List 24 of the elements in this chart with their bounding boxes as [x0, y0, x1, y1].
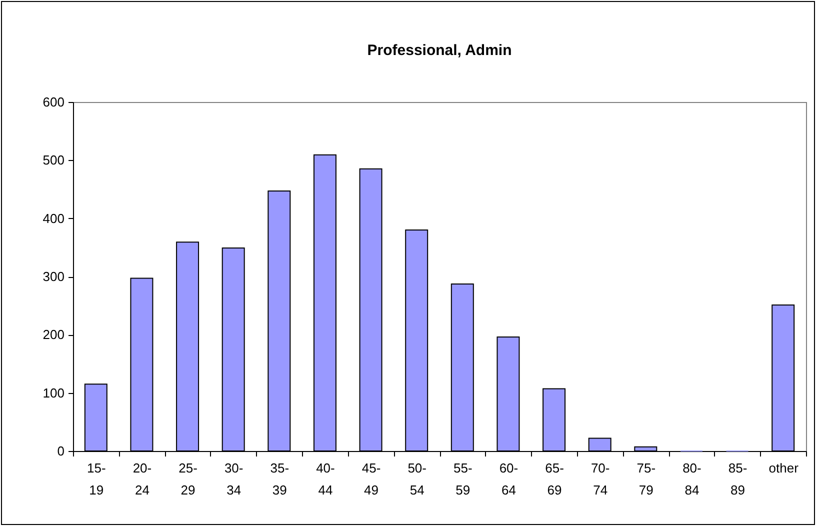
x-tick-label: 30-34 [224, 460, 244, 498]
x-tick-label: other [768, 460, 800, 476]
y-tick-label: 300 [42, 269, 64, 284]
x-tick-label: 25-29 [178, 460, 198, 498]
x-tick-label: 40-44 [316, 460, 335, 498]
x-tick-label: 80-84 [682, 460, 702, 498]
x-tick-label: 70-74 [590, 460, 610, 498]
y-tick-label: 200 [42, 327, 64, 342]
x-tick-label: 15-19 [87, 460, 106, 498]
x-tick-label: 45-49 [362, 460, 381, 498]
x-tick-label: 75-79 [636, 460, 656, 498]
x-tick-label: 50-54 [408, 460, 426, 498]
x-tick-label: 65-69 [545, 460, 564, 498]
y-tick-label: 100 [42, 385, 64, 400]
y-tick-label: 600 [42, 94, 64, 110]
y-tick-label: 0 [57, 444, 64, 458]
x-tick-label: 20-24 [132, 460, 152, 498]
y-tick-label: 400 [42, 210, 64, 226]
x-tick-label: 55-59 [454, 460, 472, 498]
y-tick-label: 500 [42, 152, 64, 168]
x-tick-label: 60-64 [499, 460, 518, 498]
x-tick-label: 85-89 [728, 460, 748, 498]
x-tick-label: 35-39 [270, 460, 290, 498]
chart-title: Professional, Admin [367, 42, 512, 59]
